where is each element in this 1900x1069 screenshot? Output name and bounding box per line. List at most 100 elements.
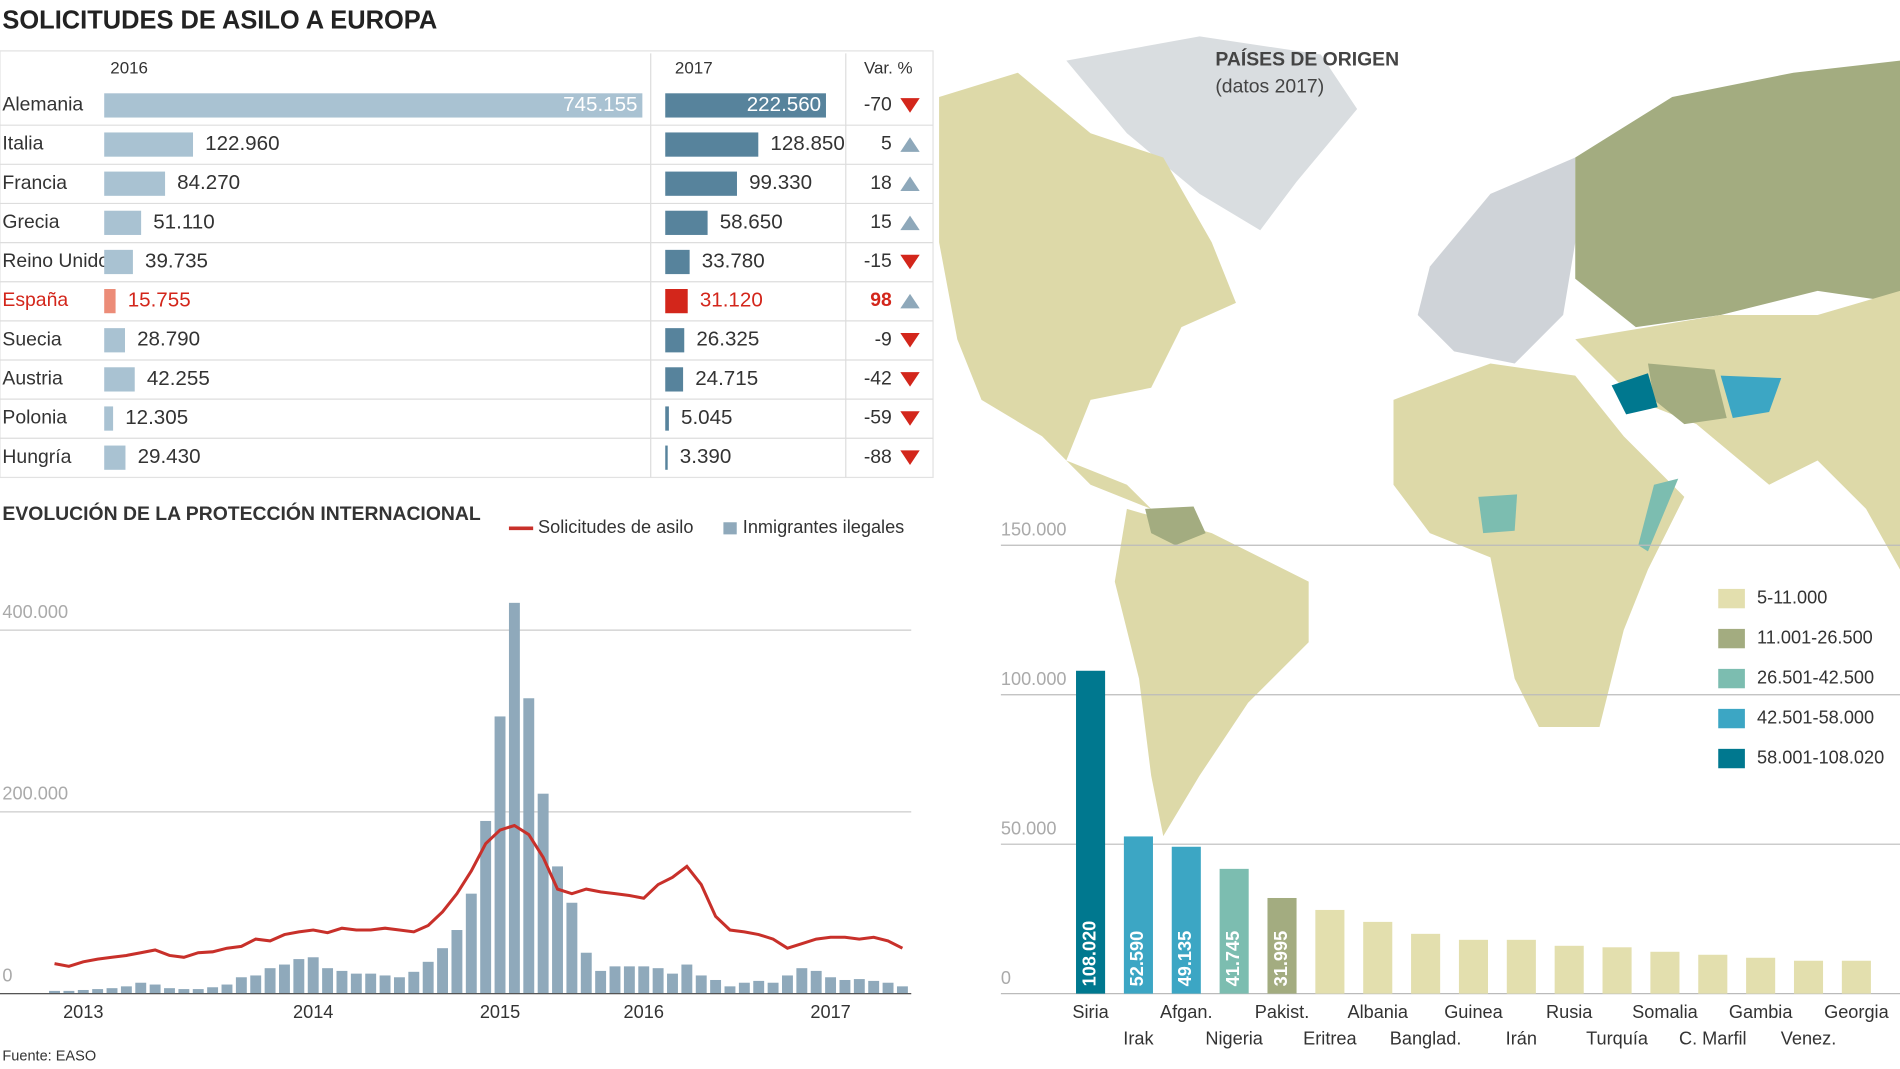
bar: [1076, 670, 1106, 994]
chart-title: EVOLUCIÓN DE LA PROTECCIÓN INTERNACIONAL: [2, 501, 480, 525]
bar: [623, 966, 635, 994]
iran: [1647, 363, 1727, 425]
bar: [665, 445, 668, 470]
change-value: 18: [870, 172, 892, 194]
change-value: -15: [864, 250, 892, 272]
column-header: 2016: [110, 59, 148, 78]
value-label: 5.045: [681, 406, 733, 429]
bar: [1458, 939, 1489, 994]
bar: [710, 979, 722, 994]
x-tick-label: 2017: [810, 1002, 850, 1022]
row-label: Italia: [2, 133, 43, 155]
change-value: -9: [875, 328, 892, 350]
bar: [810, 970, 822, 994]
x-tick-label: Afgan.: [1160, 1002, 1212, 1022]
change-value: 5: [881, 133, 892, 155]
x-tick-label: Venez.: [1781, 1028, 1837, 1048]
bar: [665, 210, 708, 235]
y-tick-label: 150.000: [1001, 520, 1067, 540]
asia: [1575, 290, 1900, 570]
bar: [106, 988, 118, 994]
bar: [1793, 960, 1824, 994]
bar: [665, 249, 690, 275]
bar: [1506, 939, 1536, 994]
change-arrow: [900, 332, 920, 348]
change-arrow: [900, 176, 920, 191]
legend-label: 26.501-42.500: [1757, 667, 1874, 687]
x-tick-label: Guinea: [1444, 1002, 1503, 1022]
row-label: Grecia: [2, 211, 59, 233]
change-arrow: [900, 411, 920, 426]
value-label: 31.995: [1271, 931, 1291, 987]
bar: [307, 957, 319, 994]
x-tick-label: Albania: [1347, 1002, 1408, 1022]
bar: [1841, 960, 1871, 994]
value-label: 108.020: [1079, 921, 1099, 987]
bar: [896, 986, 908, 994]
bar: [839, 979, 851, 994]
bar: [422, 961, 434, 994]
bar: [221, 984, 233, 994]
row-label: Alemania: [2, 94, 83, 116]
bar: [293, 959, 305, 994]
change-value: -70: [864, 94, 892, 116]
bar: [120, 986, 132, 994]
change-value: -88: [864, 446, 892, 468]
syria-iraq: [1611, 373, 1658, 415]
x-tick-label: Gambia: [1729, 1002, 1793, 1022]
map-subtitle: (datos 2017): [1215, 75, 1324, 97]
value-label: 33.780: [702, 249, 765, 272]
value-label: 128.850: [770, 132, 844, 155]
row-label: Suecia: [2, 328, 61, 350]
y-tick-label: 400.000: [2, 602, 68, 622]
value-label: 26.325: [696, 328, 759, 351]
x-tick-label: C. Marfil: [1679, 1028, 1747, 1048]
value-label: 51.110: [153, 210, 214, 233]
bar: [595, 970, 607, 994]
y-tick-label: 0: [1001, 968, 1011, 988]
value-label: 84.270: [177, 171, 240, 194]
value-label: 3.390: [680, 445, 732, 468]
bar: [365, 973, 377, 994]
bar: [408, 971, 420, 994]
bar: [652, 968, 664, 994]
bar: [480, 820, 492, 994]
bar: [665, 289, 688, 314]
y-tick-label: 50.000: [1001, 818, 1057, 838]
north-america: [939, 72, 1236, 509]
value-label: 49.135: [1175, 931, 1195, 987]
change-value: -59: [864, 407, 892, 429]
bar: [1219, 868, 1249, 994]
value-label: 31.120: [700, 289, 763, 312]
bar: [465, 893, 477, 994]
change-header: Var. %: [864, 59, 913, 78]
value-label: 29.430: [138, 445, 201, 468]
bar: [825, 977, 837, 994]
change-arrow: [900, 254, 920, 270]
value-label: 41.745: [1223, 931, 1243, 987]
x-tick-label: Eritrea: [1303, 1028, 1357, 1048]
legend-swatch: [1718, 668, 1745, 689]
value-label: 745.155: [563, 93, 637, 116]
bar: [665, 93, 826, 118]
legend-label: 58.001-108.020: [1757, 747, 1884, 767]
bar: [523, 698, 535, 994]
column-header: 2017: [675, 59, 713, 78]
bar: [665, 171, 737, 196]
bar: [738, 982, 750, 994]
bar: [796, 968, 808, 994]
bar: [250, 975, 262, 994]
bar: [552, 866, 563, 994]
y-tick-label: 100.000: [1001, 669, 1067, 689]
bar: [1554, 945, 1584, 994]
row-label: Francia: [2, 172, 67, 194]
bar: [104, 289, 116, 314]
value-label: 24.715: [695, 367, 758, 390]
bar: [235, 977, 247, 994]
legend-swatch: [723, 522, 737, 535]
legend-label: 11.001-26.500: [1757, 627, 1873, 647]
bar: [104, 210, 142, 235]
bar: [1746, 957, 1776, 994]
change-value: 98: [870, 289, 892, 311]
